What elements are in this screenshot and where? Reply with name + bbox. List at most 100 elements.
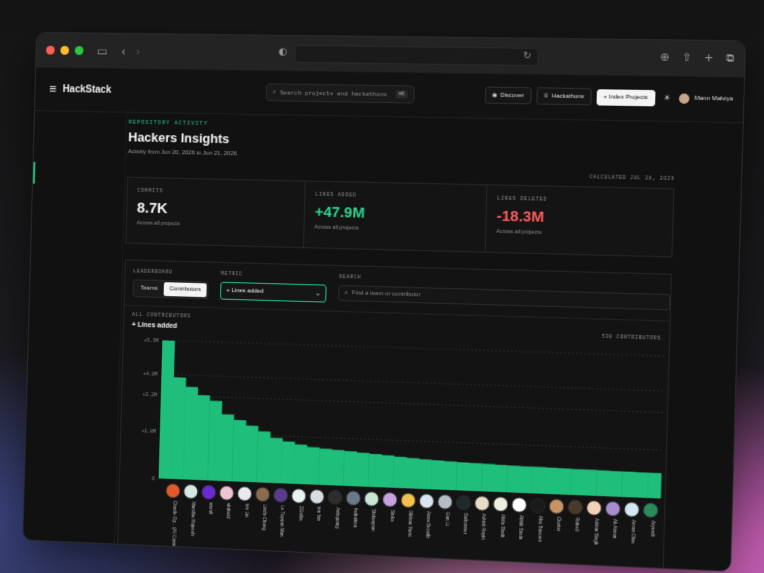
- contributor-name[interactable]: Cluster: [556, 517, 562, 532]
- back-icon[interactable]: ‹: [121, 44, 127, 59]
- contributor-name[interactable]: Gan Li: [444, 512, 449, 526]
- address-bar[interactable]: ↻: [294, 44, 539, 67]
- bar[interactable]: [356, 453, 370, 488]
- bar[interactable]: [305, 446, 320, 485]
- contributor-name[interactable]: ten fan: [316, 507, 321, 522]
- contributor-name[interactable]: Aman Olive: [631, 520, 637, 545]
- contributor-name[interactable]: Abila Shaik: [500, 514, 506, 538]
- user-name[interactable]: Mann Malviya: [694, 95, 734, 102]
- forward-icon[interactable]: ›: [135, 44, 141, 59]
- contributor-name[interactable]: Le Tuyuan Man: [280, 505, 286, 537]
- contributor-avatar[interactable]: [587, 501, 602, 516]
- contributor-avatar[interactable]: [346, 491, 361, 507]
- user-avatar[interactable]: [678, 92, 690, 104]
- contributor-avatar[interactable]: [220, 486, 234, 500]
- bar[interactable]: [647, 472, 662, 499]
- global-search-input[interactable]: ⌕ Search projects and hackathons ⌘K: [265, 83, 415, 104]
- bar[interactable]: [532, 466, 546, 494]
- bar[interactable]: [368, 453, 382, 488]
- contributor-name[interactable]: Linda Chang: [262, 504, 268, 531]
- bar[interactable]: [621, 471, 636, 498]
- bar[interactable]: [405, 457, 420, 489]
- contributor-avatar[interactable]: [438, 495, 452, 510]
- contributor-avatar[interactable]: [549, 499, 564, 514]
- bar[interactable]: [207, 400, 223, 481]
- contributor-avatar[interactable]: [643, 503, 658, 518]
- contributor-avatar[interactable]: [382, 491, 397, 507]
- bar[interactable]: [170, 377, 187, 480]
- reload-icon[interactable]: ↻: [522, 50, 532, 62]
- index-projects-button[interactable]: + Index Projects: [596, 88, 656, 106]
- shield-icon[interactable]: ◐: [278, 46, 288, 58]
- contributor-name[interactable]: Anna Broadb: [426, 511, 432, 539]
- bar[interactable]: [468, 462, 483, 492]
- contributor-name[interactable]: anzali: [208, 502, 213, 514]
- bar[interactable]: [481, 463, 496, 492]
- contributor-avatar[interactable]: [401, 493, 415, 508]
- contributor-avatar[interactable]: [364, 491, 379, 507]
- discover-button[interactable]: ◉ Discover: [484, 86, 532, 105]
- bar[interactable]: [318, 448, 333, 486]
- bar[interactable]: [293, 444, 308, 485]
- hackathons-button[interactable]: ♕ Hackathons: [535, 87, 592, 106]
- download-icon[interactable]: ⊕: [659, 50, 670, 64]
- brand[interactable]: ≡ HackStack: [49, 84, 112, 96]
- contributor-name[interactable]: Aryendr: [650, 520, 656, 537]
- metric-select[interactable]: + Lines added ⌄: [220, 281, 327, 303]
- menu-icon[interactable]: ≡: [48, 83, 58, 95]
- bar[interactable]: [455, 462, 470, 491]
- bar[interactable]: [430, 460, 445, 490]
- bar[interactable]: [583, 469, 598, 496]
- contributor-name[interactable]: Abu Bassem: [537, 516, 543, 543]
- bar[interactable]: [281, 441, 296, 484]
- bar[interactable]: [219, 414, 235, 482]
- contributor-name[interactable]: len Liu: [244, 504, 249, 518]
- contributor-name[interactable]: Ashnit Rayin: [481, 513, 487, 540]
- bar[interactable]: [443, 461, 458, 491]
- contributor-avatar[interactable]: [310, 489, 324, 504]
- contributor-avatar[interactable]: [493, 497, 508, 512]
- contributor-name[interactable]: Mandhu Rajeesh: [190, 501, 196, 536]
- contributor-name[interactable]: hsihalima: [353, 508, 359, 528]
- tab-teams[interactable]: Teams: [140, 285, 158, 292]
- contributor-search-input[interactable]: ⌕ Find a team or contributor: [338, 284, 671, 311]
- tab-contributors[interactable]: Contributors: [163, 282, 208, 298]
- bar[interactable]: [195, 395, 211, 481]
- bar[interactable]: [544, 467, 559, 495]
- contributor-avatar[interactable]: [624, 502, 639, 517]
- bar[interactable]: [182, 386, 199, 480]
- bar[interactable]: [231, 419, 247, 482]
- contributor-avatar[interactable]: [202, 485, 216, 499]
- contributor-avatar[interactable]: [328, 490, 342, 505]
- contributor-avatar[interactable]: [274, 488, 288, 502]
- contributor-avatar[interactable]: [512, 498, 527, 513]
- contributor-avatar[interactable]: [166, 484, 180, 498]
- contributor-name[interactable]: Ak Aiman: [612, 519, 618, 539]
- bar[interactable]: [570, 468, 585, 496]
- contributor-avatar[interactable]: [292, 489, 306, 503]
- bar[interactable]: [418, 459, 432, 490]
- contributor-name[interactable]: vinhield: [226, 503, 231, 519]
- contributor-name[interactable]: Shikuayam: [371, 509, 377, 532]
- contributor-avatar[interactable]: [475, 496, 490, 511]
- bar[interactable]: [493, 464, 508, 493]
- sidebar-icon[interactable]: ▭: [96, 43, 108, 58]
- contributor-avatar[interactable]: [419, 494, 433, 509]
- contributor-name[interactable]: Claude Op... (AI Contrib): [171, 501, 177, 552]
- contributor-name[interactable]: Abhik Basin: [518, 515, 524, 540]
- bar[interactable]: [519, 466, 534, 494]
- tabs-icon[interactable]: ⧉: [725, 51, 735, 65]
- theme-toggle-icon[interactable]: ☀: [663, 93, 671, 103]
- maximize-window-button[interactable]: [74, 46, 84, 56]
- minimize-window-button[interactable]: [60, 45, 70, 55]
- bar[interactable]: [256, 431, 271, 483]
- contributor-avatar[interactable]: [184, 484, 198, 498]
- contributor-name[interactable]: Sathonner: [463, 513, 469, 535]
- bar[interactable]: [268, 437, 283, 484]
- close-window-button[interactable]: [45, 45, 55, 55]
- contributor-avatar[interactable]: [568, 500, 583, 515]
- bar[interactable]: [244, 425, 259, 483]
- contributor-avatar[interactable]: [606, 501, 621, 516]
- contributor-avatar[interactable]: [238, 487, 252, 501]
- contributor-name[interactable]: Adrian Singh: [593, 518, 599, 545]
